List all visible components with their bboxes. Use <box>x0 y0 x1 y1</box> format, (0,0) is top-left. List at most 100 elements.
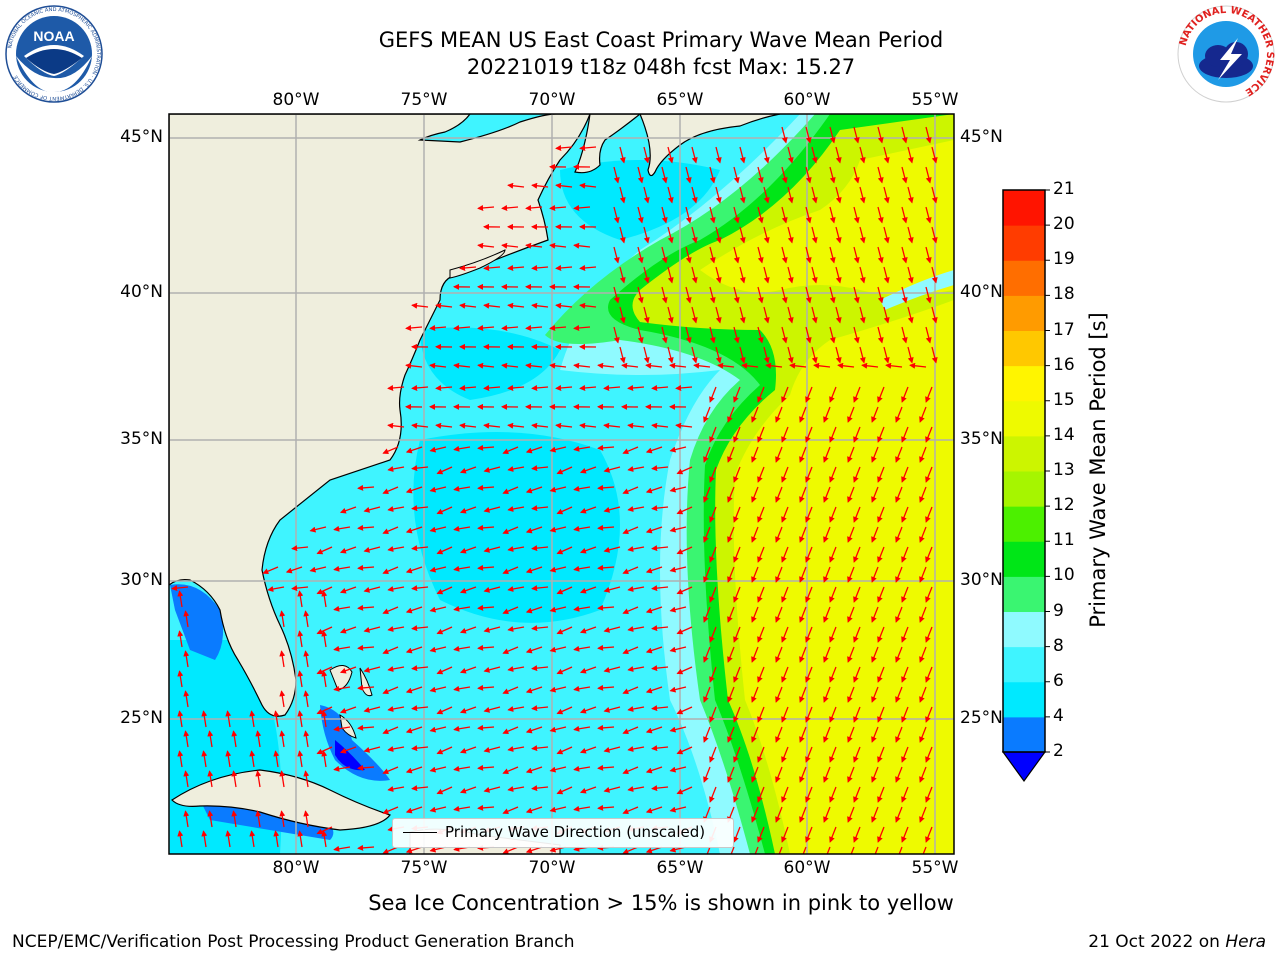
wave-vector <box>483 746 501 753</box>
wave-vector <box>453 605 471 612</box>
wave-vector <box>429 526 447 533</box>
wave-vector <box>799 766 807 783</box>
wave-vector <box>573 362 591 369</box>
wave-vector <box>579 182 597 189</box>
wave-vector <box>709 506 717 523</box>
wave-vector <box>739 266 746 284</box>
colorbar-band <box>1003 716 1045 753</box>
wave-vector <box>309 566 327 573</box>
wave-vector <box>507 626 525 632</box>
wave-vector <box>597 684 615 691</box>
wave-vector <box>436 466 453 475</box>
wave-vector <box>805 706 813 723</box>
wave-vector <box>907 266 914 284</box>
wave-vector <box>573 445 591 452</box>
wave-vector <box>637 206 644 224</box>
us-east-coast-land <box>169 114 591 717</box>
wave-vector <box>781 506 789 523</box>
lon-label-bottom: 60°W <box>783 858 831 878</box>
wave-vector <box>805 586 813 603</box>
wave-vector <box>387 384 405 391</box>
colorbar-tick-label: 6 <box>1053 670 1064 691</box>
wave-vector <box>754 846 759 854</box>
wave-vector <box>579 506 597 514</box>
wave-vector <box>651 384 669 391</box>
wave-vector <box>382 566 399 575</box>
wave-vector <box>661 286 668 304</box>
wave-vector <box>805 666 813 683</box>
wave-direction-vectors <box>171 126 938 854</box>
wave-vector <box>429 806 447 813</box>
wave-vector <box>901 626 909 643</box>
wave-vector <box>829 206 836 224</box>
wave-vector <box>706 846 711 854</box>
wave-vector <box>556 706 573 715</box>
wave-vector <box>267 586 285 592</box>
wave-vector <box>727 766 735 783</box>
wave-vector <box>829 546 837 563</box>
wave-vector <box>321 590 328 608</box>
wave-vector <box>757 786 765 803</box>
wave-vector <box>799 726 807 743</box>
wave-vector <box>556 746 573 755</box>
wave-vector <box>613 246 620 264</box>
wave-vector <box>751 806 759 823</box>
wave-vector <box>297 750 304 768</box>
wave-vector <box>925 706 933 723</box>
wave-vector <box>925 546 933 563</box>
wave-vector <box>709 326 716 344</box>
wave-vector <box>627 626 645 632</box>
wave-vector <box>676 706 693 715</box>
wave-vector <box>877 706 885 723</box>
lat-label-left: 30°N <box>120 570 163 590</box>
wave-vector <box>262 566 279 575</box>
wave-vector <box>597 484 615 491</box>
wave-vector <box>171 585 189 592</box>
wave-vector <box>751 446 759 463</box>
wave-vector <box>531 785 549 792</box>
wave-vector <box>405 606 423 614</box>
wave-vector <box>603 746 621 753</box>
wave-vector <box>279 730 286 748</box>
wave-vector <box>733 426 741 443</box>
wave-vector <box>333 765 351 772</box>
noaa-logo-text: NOAA <box>33 28 74 44</box>
wave-vector <box>853 126 860 144</box>
wave-vector <box>667 266 674 284</box>
wave-vector <box>919 726 927 743</box>
wave-vector <box>309 526 327 533</box>
wave-vector <box>249 710 256 728</box>
wave-vector <box>556 626 573 635</box>
wave-vector <box>411 302 429 309</box>
wave-vector <box>850 846 855 854</box>
wave-vector <box>901 706 909 723</box>
wave-vector <box>502 766 519 775</box>
wave-vector <box>321 630 328 648</box>
period-band-blue <box>320 705 390 781</box>
wave-vector <box>579 626 597 634</box>
wave-vector <box>297 830 304 848</box>
wave-vector <box>787 346 794 364</box>
wave-vector <box>925 166 932 184</box>
wave-vector <box>805 166 812 184</box>
wave-vector <box>525 646 543 654</box>
colorbar-band <box>1003 400 1045 437</box>
wave-vector <box>799 646 807 663</box>
wave-vector <box>661 166 668 184</box>
wave-vector <box>627 384 645 391</box>
wave-vector <box>651 745 669 752</box>
period-band-blue <box>170 584 224 660</box>
wave-vector <box>436 786 453 795</box>
wave-vector <box>333 565 351 572</box>
wave-vector <box>709 426 717 443</box>
wave-vector <box>382 486 399 495</box>
wave-vector <box>597 604 615 611</box>
wave-vector <box>321 830 328 848</box>
wave-vector <box>676 586 693 595</box>
lat-label-right: 40°N <box>960 282 1003 302</box>
wave-vector <box>829 466 837 483</box>
wave-vector <box>483 506 501 513</box>
wave-vector <box>477 564 495 571</box>
wave-vector <box>775 486 783 503</box>
wave-vector <box>357 524 375 531</box>
